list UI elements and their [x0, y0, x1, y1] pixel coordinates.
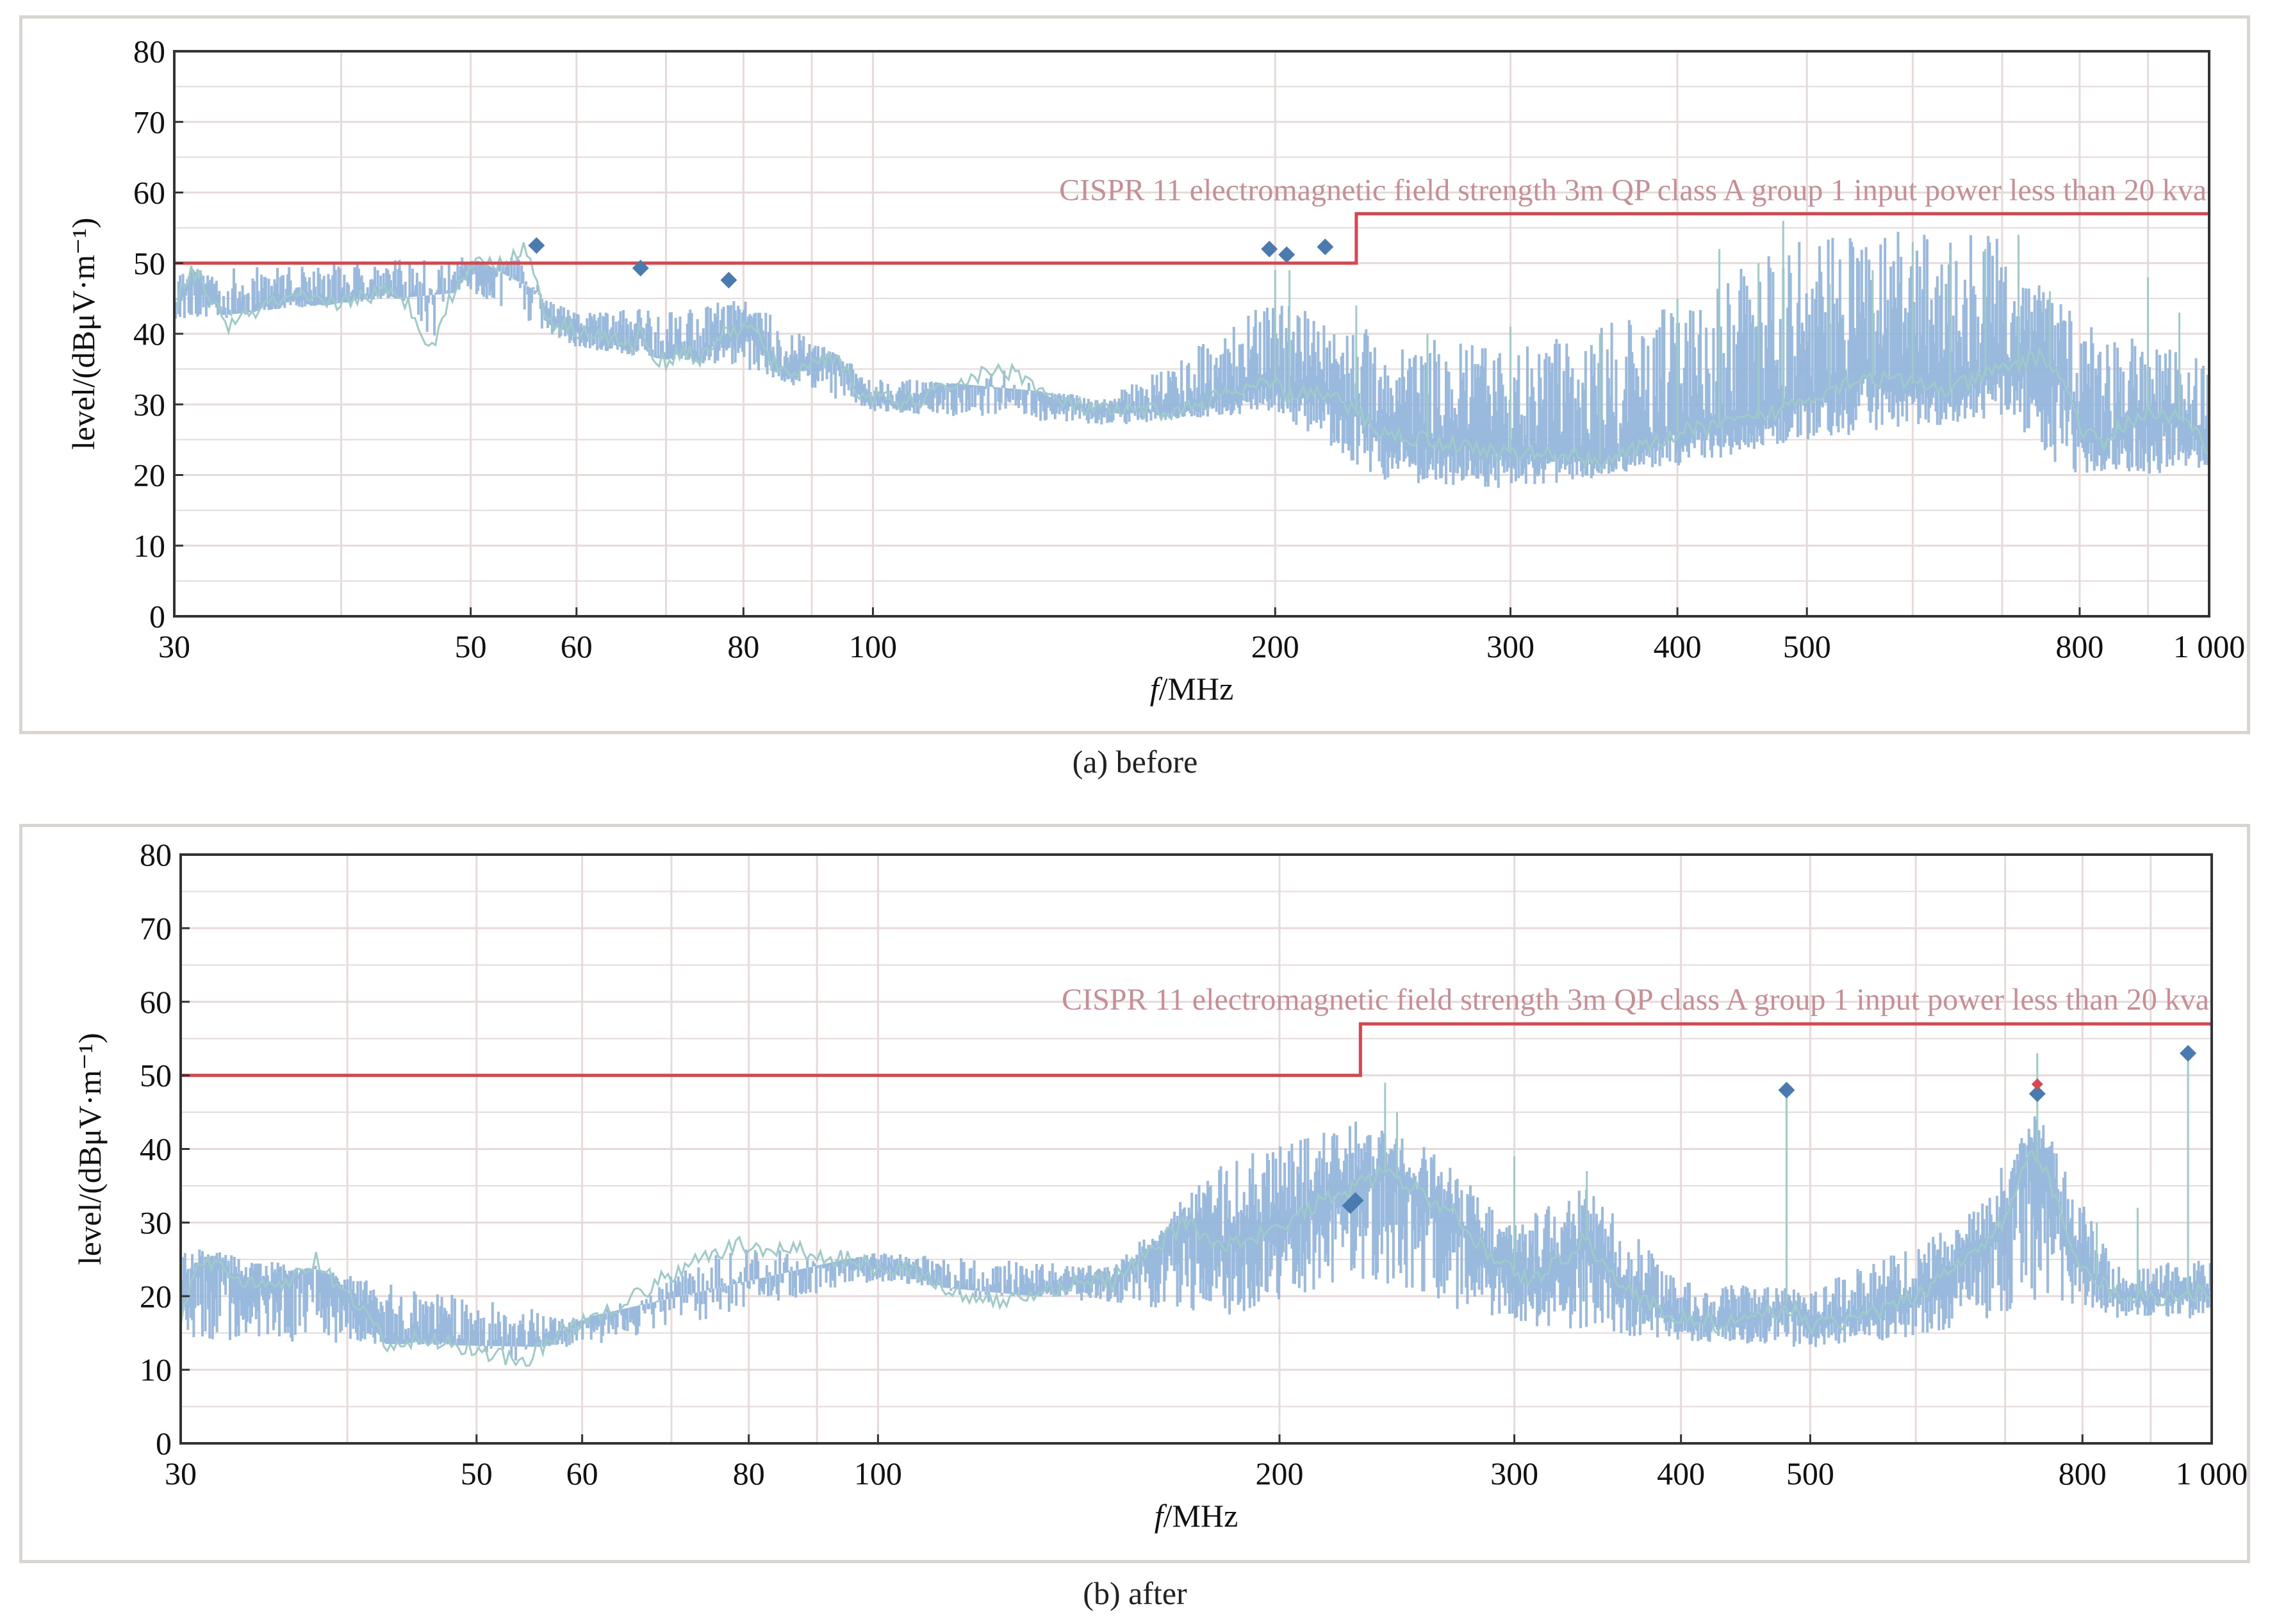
x-tick-label: 400	[1654, 628, 1702, 664]
x-tick-label: 30	[165, 1456, 197, 1491]
x-axis-title: f/MHz	[1155, 1498, 1238, 1534]
x-tick-label: 500	[1786, 1456, 1834, 1491]
limit-line-label: CISPR 11 electromagnetic field strength …	[1062, 983, 2209, 1017]
y-tick-label: 40	[133, 316, 165, 352]
y-tick-label: 80	[140, 837, 172, 873]
chart-after: CISPR 11 electromagnetic field strength …	[72, 837, 2248, 1534]
x-tick-label: 800	[2059, 1456, 2107, 1491]
x-tick-label: 400	[1657, 1456, 1705, 1491]
y-tick-label: 60	[133, 175, 165, 211]
peak-marker	[2180, 1045, 2197, 1062]
peak-marker-red	[2031, 1078, 2043, 1090]
peak-marker	[528, 237, 545, 254]
limit-line	[181, 1022, 2212, 1078]
y-tick-label: 10	[133, 528, 165, 564]
x-tick-label: 30	[158, 628, 190, 664]
x-tick-label: 1 000	[2176, 1456, 2248, 1491]
y-tick-label: 50	[133, 245, 165, 281]
y-tick-label: 60	[140, 984, 172, 1020]
y-tick-label: 30	[140, 1204, 172, 1240]
x-tick-label: 80	[733, 1456, 765, 1491]
peak-marker	[2028, 1085, 2046, 1103]
x-axis-title: f/MHz	[1150, 671, 1234, 707]
grid-lines	[181, 855, 2212, 1443]
y-tick-label: 70	[133, 104, 165, 140]
y-tick-label: 70	[140, 910, 172, 946]
limit-line-label: CISPR 11 electromagnetic field strength …	[1059, 174, 2207, 208]
peak-marker	[1347, 1192, 1364, 1209]
x-tick-label: 1 000	[2173, 628, 2246, 664]
y-tick-label: 10	[140, 1352, 172, 1388]
x-tick-label: 500	[1783, 628, 1831, 664]
x-tick-label: 100	[854, 1456, 902, 1491]
x-tick-label: 100	[849, 628, 897, 664]
x-tick-label: 50	[455, 628, 487, 664]
trace-band	[179, 1116, 2213, 1361]
caption-after: (b) after	[1083, 1575, 1187, 1611]
y-axis-title: level/(dBμV·m⁻¹)	[72, 1033, 108, 1265]
y-tick-label: 40	[140, 1131, 172, 1167]
x-tick-label: 300	[1490, 1456, 1538, 1491]
trace-envelope	[179, 1149, 2213, 1367]
y-tick-label: 0	[156, 1425, 172, 1461]
x-tick-label: 80	[727, 628, 759, 664]
chart-before: CISPR 11 electromagnetic field strength …	[65, 33, 2246, 707]
y-tick-label: 20	[140, 1278, 172, 1314]
peak-marker	[1317, 238, 1334, 256]
chart-panel-after	[19, 824, 2250, 1563]
y-tick-label: 20	[133, 457, 165, 493]
y-axis-title: level/(dBμV·m⁻¹)	[65, 218, 101, 450]
peak-marker	[1278, 246, 1295, 263]
peak-marker	[632, 259, 649, 277]
measurement-trace	[179, 1046, 2213, 1367]
y-tick-label: 30	[133, 386, 165, 422]
y-tick-label: 80	[133, 33, 165, 69]
y-tick-label: 0	[149, 598, 165, 634]
x-tick-label: 60	[561, 628, 593, 664]
x-tick-label: 60	[566, 1456, 598, 1491]
x-tick-label: 800	[2055, 628, 2103, 664]
limit-line	[174, 212, 2209, 265]
trace-envelope	[173, 242, 2210, 471]
caption-before: (a) before	[1072, 744, 1198, 780]
x-tick-label: 200	[1256, 1456, 1304, 1491]
peak-marker	[1778, 1081, 1795, 1099]
x-tick-label: 50	[461, 1456, 493, 1491]
x-tick-label: 200	[1251, 628, 1299, 664]
x-tick-label: 300	[1486, 628, 1534, 664]
peak-marker	[1261, 240, 1278, 258]
peak-marker	[720, 272, 737, 289]
y-tick-label: 50	[140, 1058, 172, 1094]
